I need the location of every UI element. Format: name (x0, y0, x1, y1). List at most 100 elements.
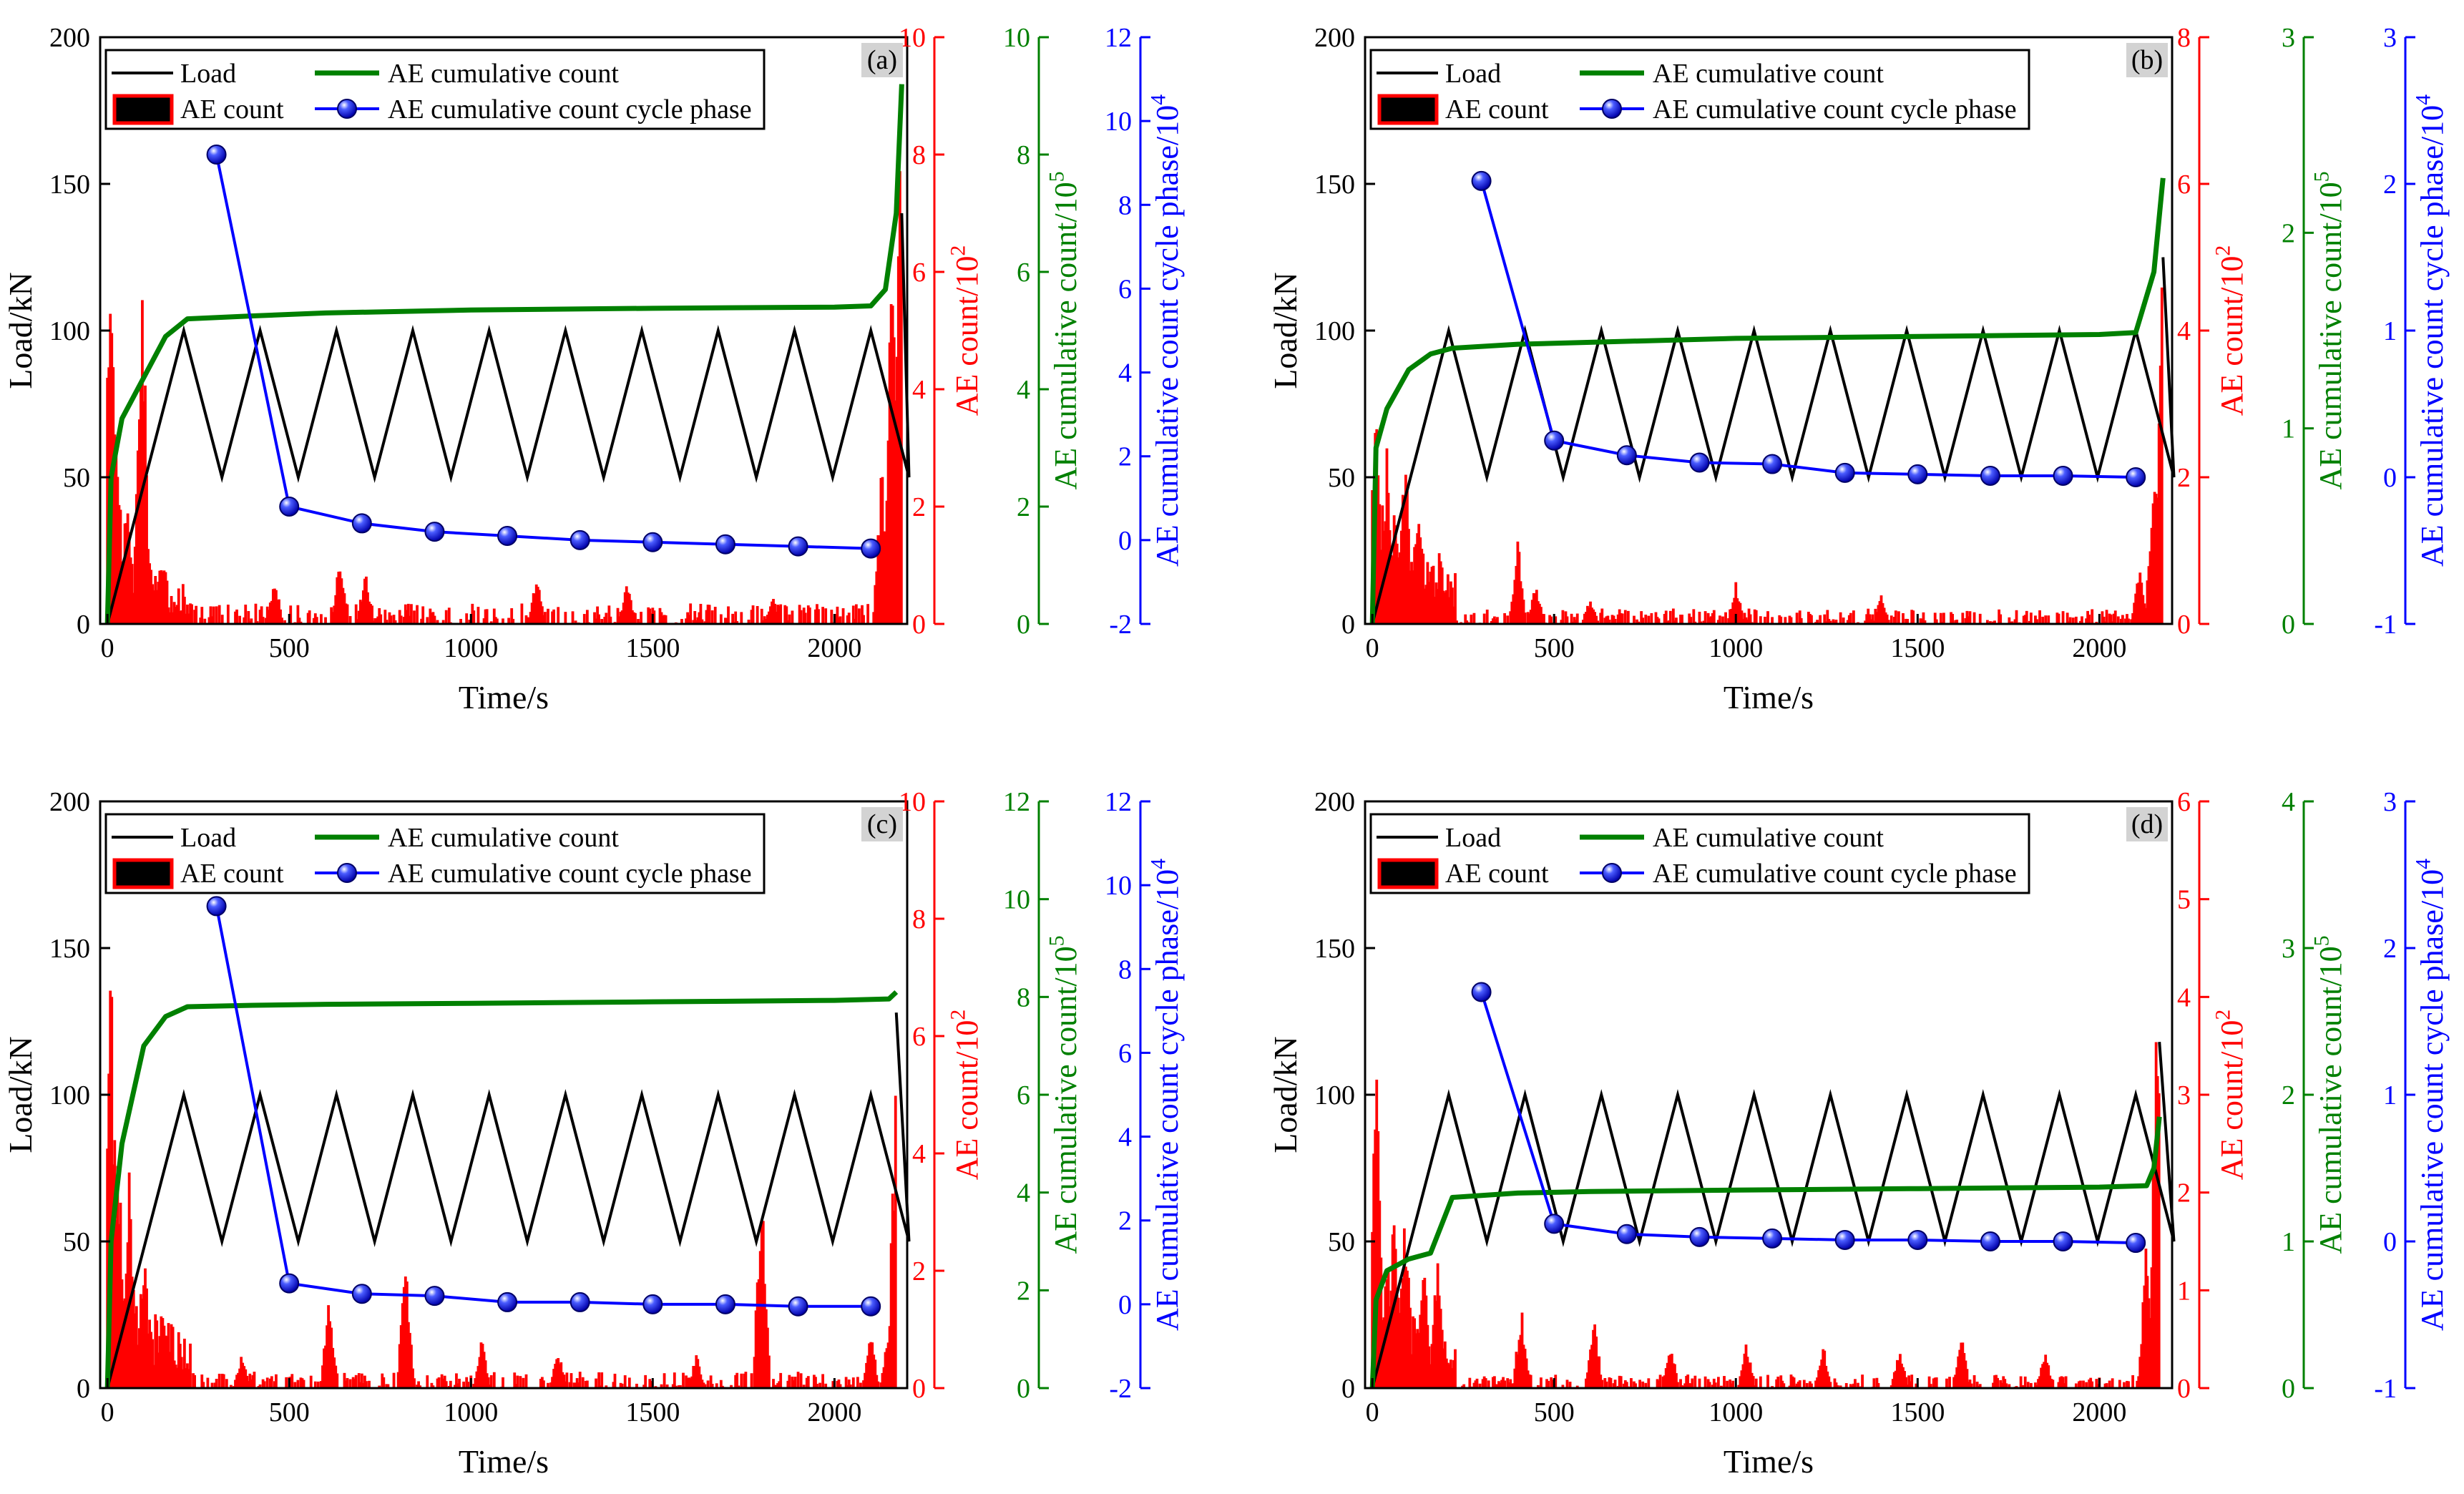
ae-count-bar (171, 1327, 175, 1388)
cycle-phase-point (497, 1292, 518, 1312)
ae-count-bar (2023, 1376, 2027, 1388)
ae-count-bar (290, 1374, 294, 1388)
ae-count-bar (1510, 1384, 1514, 1388)
ae-count-axis-label-group: AE count/102 (2211, 245, 2249, 416)
ae-count-bar (660, 1384, 663, 1388)
ae-count-bar (137, 1328, 141, 1388)
ae-count-bar (1933, 612, 1937, 624)
ae-count-bar (596, 606, 599, 624)
ae-count-bar (123, 523, 127, 624)
legend-cycle-marker (1602, 863, 1622, 883)
ae-count-bar (2063, 1383, 2066, 1388)
legend-load-text: Load (1445, 59, 1501, 89)
ae-count-bar (507, 617, 511, 624)
ae-count-bar (555, 1359, 559, 1388)
ae-count-bar (756, 1282, 759, 1388)
ae-count-bar (1939, 612, 1942, 624)
ae-count-bar (613, 1373, 617, 1388)
legend-load-text: Load (1445, 823, 1501, 853)
ae-count-bar (315, 617, 318, 624)
ae-count-bar (393, 620, 397, 624)
ae-count-bar (698, 612, 701, 624)
ae-count-bar (1575, 613, 1579, 624)
ae-count-bar (429, 608, 432, 624)
ae-count-bar (244, 605, 248, 624)
ae-count-bar (217, 1373, 221, 1388)
ae-count-axis-tick-label: 2 (912, 1256, 926, 1286)
ae-count-bar (558, 1364, 562, 1388)
ae-count-bar (167, 1323, 170, 1388)
ae-count-bar (1533, 593, 1537, 624)
ae-count-bar (1789, 1375, 1793, 1388)
ae-count-bar (488, 1385, 492, 1388)
ae-count-bar (378, 607, 381, 624)
ae-count-bar (881, 1372, 884, 1388)
ae-count-bar (703, 621, 707, 624)
ae-count-bar (264, 617, 268, 624)
ae-count-bar (805, 1377, 808, 1388)
ae-count-bar (1935, 619, 1938, 624)
ae-count-bar (720, 1385, 724, 1388)
ae-count-bar (1922, 612, 1925, 624)
ae-count-bar (757, 1279, 761, 1388)
ae-count-bar (1842, 617, 1845, 624)
ae-count-bar (165, 580, 169, 624)
ae-count-bar (1942, 612, 1945, 624)
ae-count-bar (702, 1382, 705, 1388)
ae-count-bar (106, 377, 109, 624)
ae-count-bar (1583, 613, 1586, 624)
panel-b: 0 500 1000 1500 2000Time/s050100150200Load/k… (1267, 23, 2450, 716)
ae-count-bar (1747, 608, 1751, 624)
ae-count-bar (585, 1380, 589, 1388)
ae-count-bar (441, 620, 445, 624)
ae-count-axis-tick-label: 2 (912, 492, 926, 522)
ae-count-bar (178, 610, 182, 624)
ae-count-bar (578, 1372, 582, 1388)
ae-count-bar (685, 618, 688, 624)
ae-count-bar (340, 578, 343, 624)
ae-count-bar (1992, 1382, 1995, 1388)
cycle-phase-axis-label-group: AE cumulative count cycle phase/104 (1146, 94, 1185, 567)
ae-count-bar (2147, 1298, 2151, 1388)
ae-count-bar (344, 603, 348, 624)
ae-count-bar (1414, 1333, 1418, 1388)
ae-count-bar (220, 1373, 224, 1388)
ae-count-bar (226, 605, 230, 624)
ae-count-bar (1394, 525, 1397, 624)
ae-count-bar (1482, 613, 1486, 624)
ae-count-axis-label: AE count/102 (946, 245, 984, 416)
ae-count-bar (1885, 614, 1889, 624)
ae-count-bar (1729, 1379, 1732, 1388)
ae-count-bar (1807, 611, 1810, 624)
ae-count-bar (379, 614, 383, 624)
ae-count-bar (1407, 1277, 1410, 1388)
ae-count-bar (821, 607, 825, 624)
ae-count-bar (854, 604, 858, 624)
ae-count-bar (2154, 494, 2158, 624)
ae-count-bar (402, 617, 406, 624)
ae-count-bar (1644, 1382, 1648, 1388)
ae-count-bar (898, 171, 901, 624)
ae-count-bar (241, 1362, 245, 1388)
ae-count-bar (1824, 1365, 1828, 1388)
ae-count-bar (650, 1381, 653, 1388)
ae-count-bar (454, 1385, 456, 1388)
ae-count-bar (1482, 1376, 1486, 1388)
ae-count-bar (772, 599, 775, 624)
ae-count-bar (2008, 1384, 2011, 1388)
ae-count-bar (1512, 1383, 1515, 1388)
ae-count-bar (1394, 1249, 1397, 1388)
ae-count-bar (265, 1377, 269, 1388)
ae-count-bar (1839, 1385, 1842, 1388)
ae-count-bar (174, 1364, 177, 1388)
ae-count-bar (220, 615, 224, 624)
ae-count-bar (162, 570, 166, 624)
ae-count-bar (1641, 617, 1645, 624)
ae-count-bar (1389, 1290, 1393, 1388)
cumulative-axis-label-group: AE cumulative count/105 (2309, 171, 2348, 489)
ae-count-bar (760, 608, 763, 624)
ae-count-bar (436, 620, 439, 624)
ae-count-bar (2131, 1375, 2135, 1388)
ae-count-bar (1622, 1383, 1625, 1388)
ae-count-bar (1708, 1382, 1711, 1388)
